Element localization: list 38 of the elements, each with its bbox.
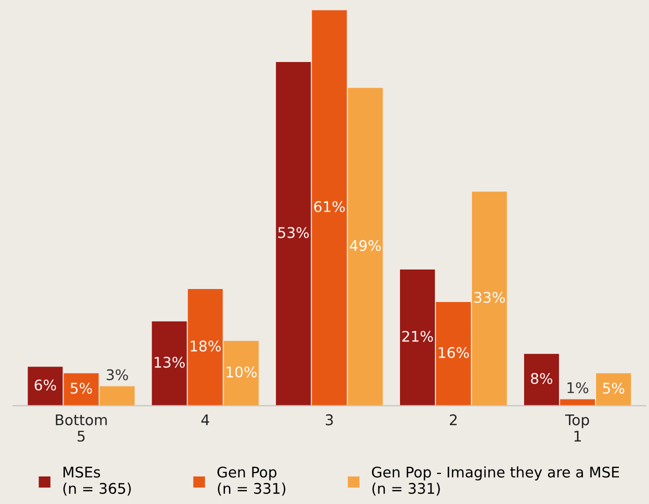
data-label: 21% — [402, 330, 433, 342]
bar — [436, 302, 471, 406]
bar — [596, 373, 631, 406]
data-label: 13% — [154, 356, 185, 368]
bar — [224, 340, 259, 406]
bar — [188, 288, 223, 406]
data-label: 53% — [278, 227, 309, 238]
bar — [152, 321, 187, 406]
bar — [276, 62, 311, 406]
data-label: 8% — [530, 372, 552, 384]
legend-label: MSEs (n = 365) — [63, 466, 131, 496]
bar — [472, 192, 507, 406]
x-tick-label: 4 — [201, 414, 210, 426]
bar — [400, 270, 435, 406]
data-label: 61% — [314, 201, 345, 212]
x-tick-label: Bottom 5 — [56, 414, 107, 442]
data-label: 33% — [474, 292, 505, 303]
bar — [312, 10, 347, 406]
data-label: 10% — [226, 366, 257, 378]
bar — [28, 366, 63, 406]
data-label: 16% — [438, 347, 469, 358]
x-tick-label: Top 1 — [565, 414, 590, 442]
data-label: 18% — [190, 340, 221, 352]
data-label: 5% — [70, 382, 92, 394]
legend-label: Gen Pop (n = 331) — [217, 466, 286, 496]
data-label: 5% — [603, 382, 624, 394]
bar — [560, 399, 595, 406]
bar — [100, 386, 135, 406]
x-tick-label: 2 — [450, 414, 457, 426]
bar — [64, 373, 99, 406]
bar — [524, 354, 559, 406]
data-label: 1% — [568, 382, 588, 394]
legend-label: Gen Pop - Imagine they are a MSE (n = 331) — [372, 466, 619, 496]
bar — [348, 88, 383, 406]
x-tick-label: 3 — [326, 414, 333, 426]
data-label: 49% — [350, 240, 381, 252]
data-label: 6% — [34, 379, 56, 390]
data-label: 3% — [106, 369, 128, 380]
